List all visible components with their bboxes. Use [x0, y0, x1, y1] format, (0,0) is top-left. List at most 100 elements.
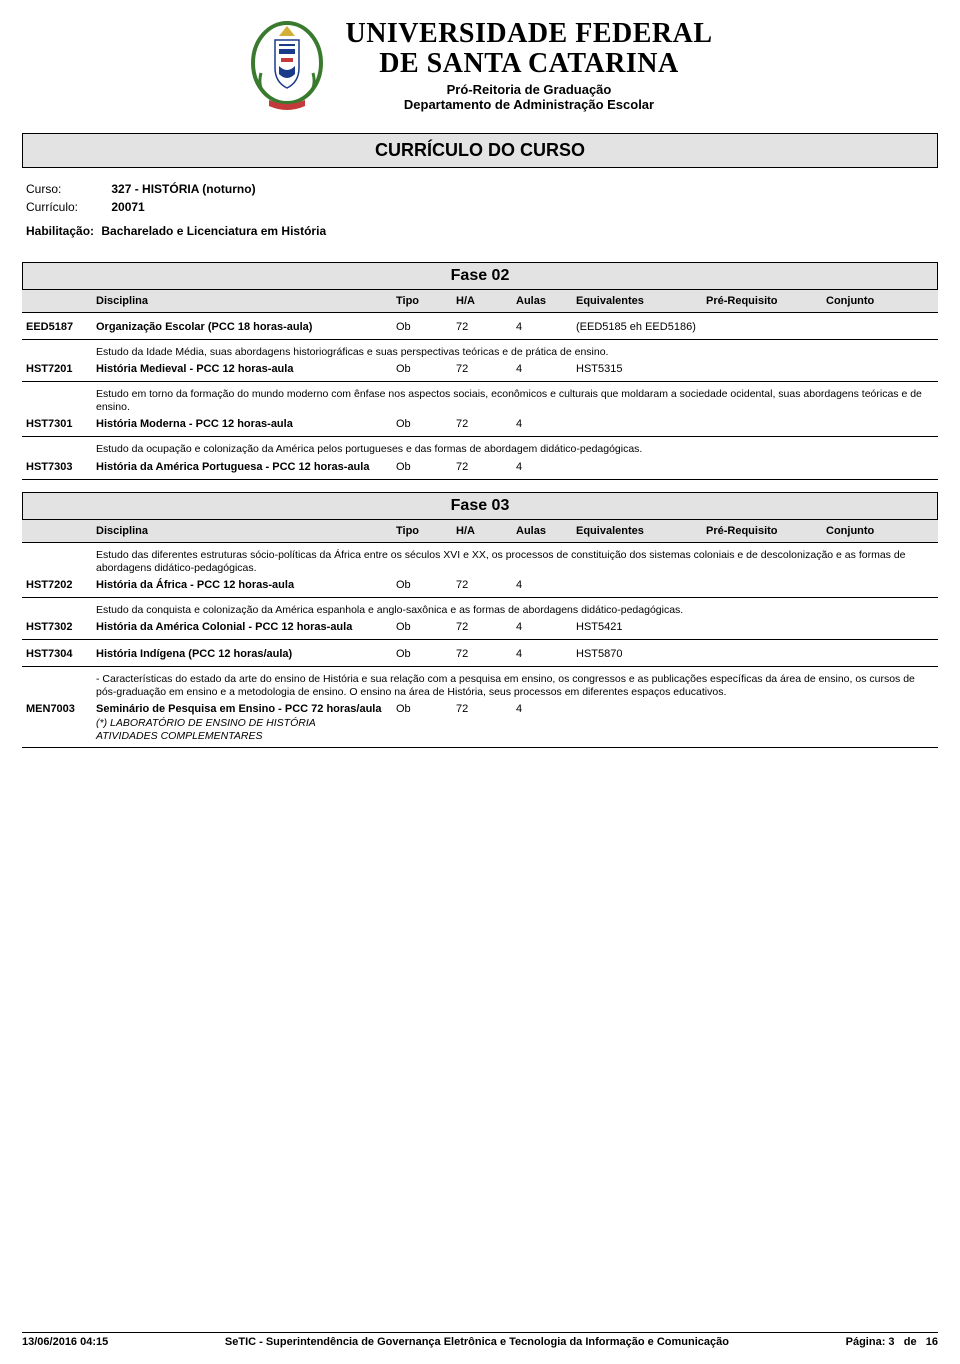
col-disciplina: Disciplina — [96, 295, 396, 307]
discipline-description: Estudo da Idade Média, suas abordagens h… — [96, 346, 934, 359]
discipline-code: HST7202 — [26, 579, 96, 591]
discipline-equiv: (EED5185 eh EED5186) — [576, 321, 706, 333]
curriculo-value: 20071 — [111, 200, 144, 214]
discipline-name: História da América Colonial - PCC 12 ho… — [96, 621, 396, 633]
discipline-equiv: HST5421 — [576, 621, 706, 633]
discipline-description: Estudo da ocupação e colonização da Amér… — [96, 443, 934, 456]
discipline-name: História da África - PCC 12 horas-aula — [96, 579, 396, 591]
discipline-tipo: Ob — [396, 703, 456, 715]
col-conjunto: Conjunto — [826, 295, 916, 307]
discipline-tipo: Ob — [396, 418, 456, 430]
course-metadata: Curso: 327 - HISTÓRIA (noturno) Currícul… — [22, 176, 938, 250]
habilitacao-label: Habilitação: — [26, 224, 94, 238]
discipline-group: - Características do estado da arte do e… — [22, 667, 938, 749]
discipline-aulas: 4 — [516, 461, 576, 473]
col-conjunto: Conjunto — [826, 525, 916, 537]
discipline-row: MEN7003Seminário de Pesquisa em Ensino -… — [26, 701, 934, 717]
discipline-row: HST7201História Medieval - PCC 12 horas-… — [26, 361, 934, 377]
fase-title-bar: Fase 03 — [22, 492, 938, 520]
discipline-group: Estudo em torno da formação do mundo mod… — [22, 382, 938, 437]
discipline-ha: 72 — [456, 461, 516, 473]
discipline-code: EED5187 — [26, 321, 96, 333]
discipline-ha: 72 — [456, 621, 516, 633]
footer-page: Página: 3 de 16 — [846, 1336, 938, 1348]
discipline-equiv: HST5315 — [576, 363, 706, 375]
page-footer: 13/06/2016 04:15 SeTIC - Superintendênci… — [22, 1332, 938, 1348]
discipline-description: Estudo das diferentes estruturas sócio-p… — [96, 549, 934, 575]
col-equivalentes: Equivalentes — [576, 525, 706, 537]
discipline-note: ATIVIDADES COMPLEMENTARES — [96, 730, 934, 743]
discipline-group: Estudo das diferentes estruturas sócio-p… — [22, 543, 938, 598]
university-text: UNIVERSIDADE FEDERAL DE SANTA CATARINA P… — [345, 19, 712, 112]
university-crest-icon — [247, 18, 327, 113]
footer-org: SeTIC - Superintendência de Governança E… — [225, 1336, 729, 1348]
discipline-group: Estudo da conquista e colonização da Amé… — [22, 598, 938, 640]
discipline-tipo: Ob — [396, 579, 456, 591]
curriculo-label: Currículo: — [26, 200, 108, 214]
discipline-group: Estudo da ocupação e colonização da Amér… — [22, 437, 938, 479]
discipline-aulas: 4 — [516, 621, 576, 633]
discipline-code: HST7301 — [26, 418, 96, 430]
col-tipo: Tipo — [396, 525, 456, 537]
discipline-aulas: 4 — [516, 579, 576, 591]
discipline-aulas: 4 — [516, 363, 576, 375]
fases-container: Fase 02DisciplinaTipoH/AAulasEquivalente… — [22, 262, 938, 748]
col-disciplina: Disciplina — [96, 525, 396, 537]
discipline-equiv: HST5870 — [576, 648, 706, 660]
discipline-tipo: Ob — [396, 648, 456, 660]
discipline-note: (*) LABORATÓRIO DE ENSINO DE HISTÓRIA — [96, 717, 934, 730]
col-prerequisito: Pré-Requisito — [706, 525, 826, 537]
meta-curriculo: Currículo: 20071 — [26, 200, 934, 214]
col-prerequisito: Pré-Requisito — [706, 295, 826, 307]
discipline-tipo: Ob — [396, 621, 456, 633]
discipline-name: Organização Escolar (PCC 18 horas-aula) — [96, 321, 396, 333]
discipline-code: HST7302 — [26, 621, 96, 633]
discipline-ha: 72 — [456, 648, 516, 660]
letterhead: UNIVERSIDADE FEDERAL DE SANTA CATARINA P… — [22, 18, 938, 113]
discipline-ha: 72 — [456, 703, 516, 715]
discipline-code: HST7201 — [26, 363, 96, 375]
discipline-code: MEN7003 — [26, 703, 96, 715]
discipline-row: HST7303História da América Portuguesa - … — [26, 459, 934, 475]
discipline-group: Estudo da Idade Média, suas abordagens h… — [22, 340, 938, 382]
discipline-name: História Indígena (PCC 12 horas/aula) — [96, 648, 396, 660]
discipline-row: HST7301História Moderna - PCC 12 horas-a… — [26, 416, 934, 432]
curso-value: 327 - HISTÓRIA (noturno) — [111, 182, 255, 196]
discipline-name: História da América Portuguesa - PCC 12 … — [96, 461, 396, 473]
discipline-tipo: Ob — [396, 363, 456, 375]
curso-label: Curso: — [26, 182, 108, 196]
discipline-name: História Medieval - PCC 12 horas-aula — [96, 363, 396, 375]
meta-habilitacao: Habilitação: Bacharelado e Licenciatura … — [26, 224, 934, 238]
university-subtitle-2: Departamento de Administração Escolar — [345, 97, 712, 112]
habilitacao-value: Bacharelado e Licenciatura em História — [101, 224, 326, 238]
discipline-name: História Moderna - PCC 12 horas-aula — [96, 418, 396, 430]
discipline-code: HST7304 — [26, 648, 96, 660]
university-name: UNIVERSIDADE FEDERAL DE SANTA CATARINA — [345, 19, 712, 78]
discipline-group: HST7304História Indígena (PCC 12 horas/a… — [22, 640, 938, 667]
col-equivalentes: Equivalentes — [576, 295, 706, 307]
discipline-description: Estudo em torno da formação do mundo mod… — [96, 388, 934, 414]
discipline-description: Estudo da conquista e colonização da Amé… — [96, 604, 934, 617]
discipline-aulas: 4 — [516, 321, 576, 333]
discipline-group: EED5187Organização Escolar (PCC 18 horas… — [22, 313, 938, 340]
col-aulas: Aulas — [516, 525, 576, 537]
footer-timestamp: 13/06/2016 04:15 — [22, 1336, 108, 1348]
discipline-aulas: 4 — [516, 418, 576, 430]
discipline-ha: 72 — [456, 363, 516, 375]
discipline-ha: 72 — [456, 579, 516, 591]
discipline-ha: 72 — [456, 418, 516, 430]
document-title-bar: CURRÍCULO DO CURSO — [22, 133, 938, 168]
discipline-code: HST7303 — [26, 461, 96, 473]
discipline-aulas: 4 — [516, 703, 576, 715]
col-tipo: Tipo — [396, 295, 456, 307]
col-disciplina-code — [26, 525, 96, 537]
col-ha: H/A — [456, 525, 516, 537]
discipline-tipo: Ob — [396, 461, 456, 473]
table-header: DisciplinaTipoH/AAulasEquivalentesPré-Re… — [22, 520, 938, 543]
col-ha: H/A — [456, 295, 516, 307]
discipline-name: Seminário de Pesquisa em Ensino - PCC 72… — [96, 703, 396, 715]
table-header: DisciplinaTipoH/AAulasEquivalentesPré-Re… — [22, 290, 938, 313]
discipline-tipo: Ob — [396, 321, 456, 333]
discipline-aulas: 4 — [516, 648, 576, 660]
col-disciplina-code — [26, 295, 96, 307]
